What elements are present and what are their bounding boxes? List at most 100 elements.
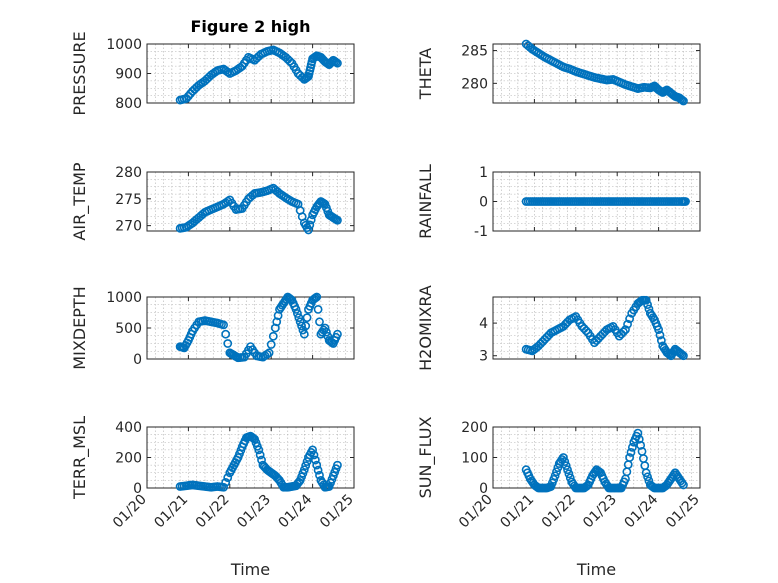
y-tick-label: 0 [133,481,142,497]
y-tick-label: 0 [479,481,488,497]
data-point-interp [581,326,591,336]
data-point [333,58,342,68]
data-point-interp [552,467,561,477]
y-tick-label: -1 [474,224,488,240]
y-tick-label: 270 [115,219,142,235]
subplot-4: -1 0 1 RAINFALL [416,164,701,240]
data-point-interp [221,478,231,487]
data-point-interp [561,461,571,471]
data-point [633,428,643,438]
data-point-interp [643,300,652,310]
data-point [333,215,342,225]
x-tick-label: 01/24 [622,491,662,531]
y-axis-label: TERR_MSL [70,416,90,500]
data-point-interp [627,442,637,452]
y-axis-label: PRESSURE [70,31,89,115]
data-point-interp [255,450,265,460]
data-point-interp [297,321,306,331]
y-tick-label: 500 [115,321,142,337]
data-point-interp [223,473,233,482]
data-point [679,96,688,106]
data-point-interp [302,313,312,323]
series-markers [521,39,688,106]
y-tick-label: 4 [479,316,488,332]
axes-box [146,43,355,104]
y-tick-label: 285 [461,44,488,60]
data-point [308,445,317,455]
data-point-interp [305,220,315,230]
data-point [219,482,228,492]
subplot-3: 270 275 280 AIR_TEMP [70,162,355,241]
data-point [641,468,651,478]
y-tick-label: 900 [115,67,142,83]
subplot-5: 0 500 1000 MIXDEPTH [70,286,355,370]
data-point-interp [266,340,276,349]
data-point [295,317,305,327]
data-point [681,197,690,206]
series-markers [175,183,342,235]
data-point-interp [294,313,304,323]
y-tick-label: 1000 [106,290,142,306]
data-point-interp [268,331,278,341]
x-tick-label: 01/22 [539,492,579,532]
series-markers [175,292,342,363]
data-point-interp [623,319,632,329]
data-point [320,323,330,333]
y-tick-label: 3 [479,349,488,365]
data-point-interp [677,95,687,105]
data-point-interp [310,455,320,465]
y-tick-label: 1 [479,165,488,181]
data-point-interp [623,460,633,470]
data-point [563,465,572,475]
x-tick-label: 01/21 [151,492,191,532]
y-tick-label: 275 [115,192,142,208]
data-point-interp [639,454,648,463]
data-point-interp [306,215,316,225]
data-point-interp [293,309,302,318]
data-point-interp [221,329,231,339]
subplot-1: 800 900 1000 PRESSURE Figure 2 high [70,17,355,116]
data-point [641,295,651,305]
grid [147,44,354,103]
series-markers [175,431,342,492]
x-tick-label: 01/23 [580,492,620,532]
y-tick-label: 0 [133,352,142,368]
y-tick-label: 400 [115,420,142,436]
data-point [333,460,342,470]
y-tick-label: 280 [461,76,488,92]
axes-box [146,171,355,232]
y-tick-label: 280 [115,165,142,181]
data-point [333,329,342,339]
data-point-interp [321,327,331,337]
data-point-interp [313,465,323,475]
data-point-interp [309,450,319,460]
axes-box [146,296,355,360]
data-point-interp [223,67,233,77]
series-markers [521,197,690,206]
series-markers [175,45,342,105]
data-point [679,351,688,361]
series-markers [521,295,688,361]
data-point-interp [315,470,324,480]
x-tick-label: 01/21 [497,492,537,532]
data-point-interp [625,314,635,324]
data-point-interp [677,350,687,360]
axes-box [492,296,701,360]
data-point-interp [655,330,665,340]
data-point-interp [619,327,628,337]
data-point-interp [223,339,233,348]
data-point [299,329,309,339]
axes-box [146,426,355,489]
y-axis-label: THETA [416,48,435,100]
x-tick-label: 01/20 [110,492,150,532]
y-tick-label: 800 [115,96,142,112]
data-point [679,480,688,490]
x-tick-label: 01/22 [193,492,233,532]
y-axis-label: MIXDEPTH [70,286,89,369]
y-tick-label: 200 [115,451,142,467]
data-point [219,320,228,330]
x-tick-label: 01/25 [317,492,357,532]
data-point-interp [315,317,324,327]
x-tick-label: 01/24 [276,491,316,531]
